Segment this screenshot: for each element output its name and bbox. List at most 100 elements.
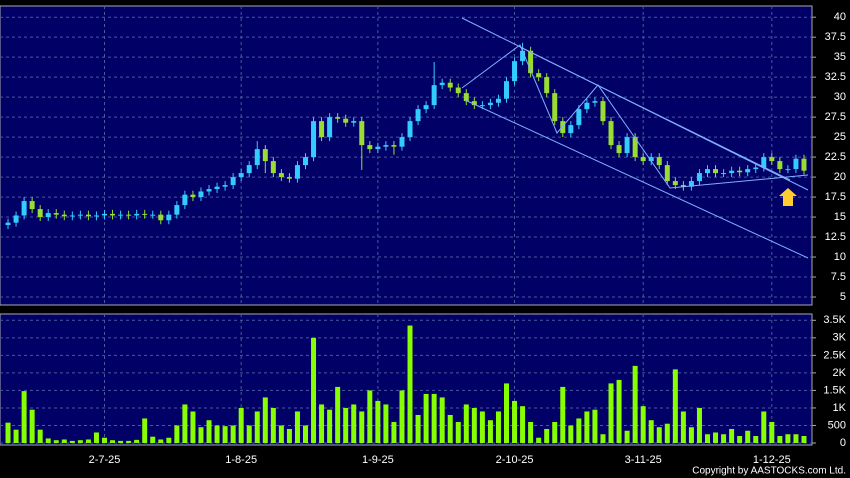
candle-body xyxy=(21,201,27,216)
volume-bar xyxy=(158,439,164,443)
volume-bar xyxy=(696,407,702,443)
trendline xyxy=(461,44,809,189)
y-tick-label: 35 xyxy=(834,51,846,63)
candle-body xyxy=(713,169,719,174)
candle-body xyxy=(696,173,702,182)
volume-bar xyxy=(29,409,35,443)
x-tick-label: 1-8-25 xyxy=(225,454,257,466)
volume-bar xyxy=(753,435,759,443)
volume-bar xyxy=(407,325,413,443)
volume-bar xyxy=(415,414,421,443)
volume-bar xyxy=(568,425,574,443)
candle-body xyxy=(705,169,710,174)
volume-bar xyxy=(544,428,550,443)
volume-bar xyxy=(174,425,180,443)
candle-body xyxy=(769,157,775,162)
volume-bar xyxy=(262,397,268,443)
volume-bar xyxy=(53,440,59,443)
candle-body xyxy=(431,85,437,106)
volume-bar xyxy=(214,425,220,443)
y-tick-label: 32.5 xyxy=(825,71,846,83)
marks xyxy=(5,42,807,443)
volume-bar xyxy=(190,411,196,443)
volume-bar xyxy=(343,407,349,443)
volume-bar xyxy=(278,425,284,443)
volume-bar xyxy=(777,435,783,443)
candle-body xyxy=(343,118,349,123)
volume-bar xyxy=(721,434,727,443)
candle-body xyxy=(134,213,140,216)
volume-bar xyxy=(640,406,646,443)
candle-body xyxy=(600,101,606,122)
trendlines xyxy=(461,17,809,259)
y-tick-label: 1K xyxy=(833,402,847,414)
candle-body xyxy=(278,173,284,178)
y-tick-label: 3.5K xyxy=(823,314,846,326)
candle-body xyxy=(568,125,574,134)
volume-bar xyxy=(61,439,67,443)
candle-body xyxy=(729,170,735,174)
volume-bar xyxy=(294,411,300,443)
candle-body xyxy=(367,145,373,150)
volume-bar xyxy=(536,437,542,443)
volume-bar xyxy=(206,420,212,443)
candle-body xyxy=(439,82,445,86)
candle-body xyxy=(504,81,509,99)
volume-bar xyxy=(705,434,710,443)
candle-body xyxy=(777,161,783,170)
volume-bar xyxy=(713,432,719,443)
candle-body xyxy=(455,87,461,94)
candle-body xyxy=(359,121,365,146)
candle-body xyxy=(230,177,236,186)
candle-body xyxy=(721,173,727,175)
candle-body xyxy=(624,137,630,154)
volume-bar xyxy=(769,421,775,443)
volume-bar xyxy=(785,434,791,443)
volume-bar xyxy=(745,430,751,443)
y-tick-label: 500 xyxy=(828,419,846,431)
volume-bar xyxy=(688,427,694,443)
trendline xyxy=(519,46,791,181)
x-tick-label: 3-11-25 xyxy=(625,454,662,466)
volume-bar xyxy=(680,411,686,443)
candle-body xyxy=(77,214,83,216)
y-tick-label: 30 xyxy=(834,91,846,103)
candle-body xyxy=(214,186,220,190)
candle-body xyxy=(118,214,124,216)
volume-bar xyxy=(21,391,27,443)
candle-body xyxy=(793,158,799,170)
candle-body xyxy=(399,137,405,147)
candle-body xyxy=(37,209,43,218)
volume-bar xyxy=(729,428,735,443)
trendline xyxy=(464,99,809,259)
candle-body xyxy=(745,169,751,173)
candle-body xyxy=(447,82,453,88)
candle-body xyxy=(576,109,582,126)
volume-bar xyxy=(423,393,429,443)
volume-bar xyxy=(142,418,148,443)
volume-bar xyxy=(383,404,389,443)
volume-bar xyxy=(319,404,325,443)
candle-body xyxy=(246,165,252,174)
volume-bar xyxy=(45,438,51,443)
volume-bar xyxy=(632,365,638,443)
volume-bar xyxy=(616,379,622,443)
candle-body xyxy=(190,194,196,198)
volume-bar xyxy=(335,386,341,443)
volume-bar xyxy=(648,420,654,443)
volume-bar xyxy=(303,425,308,443)
volume-bar xyxy=(166,437,172,443)
volume-bar xyxy=(600,434,606,443)
y-tick-label: 10 xyxy=(834,251,846,263)
candle-body xyxy=(174,205,180,215)
volume-bar xyxy=(737,435,743,443)
volume-bar xyxy=(664,423,670,443)
candle-body xyxy=(45,213,51,218)
y-tick-label: 1.5K xyxy=(823,384,846,396)
volume-bar xyxy=(552,421,558,443)
y-tick-label: 20 xyxy=(834,171,846,183)
volume-bar xyxy=(93,432,99,443)
volume-bar xyxy=(85,439,91,443)
y-tick-label: 40 xyxy=(834,11,846,23)
candle-body xyxy=(391,145,397,147)
